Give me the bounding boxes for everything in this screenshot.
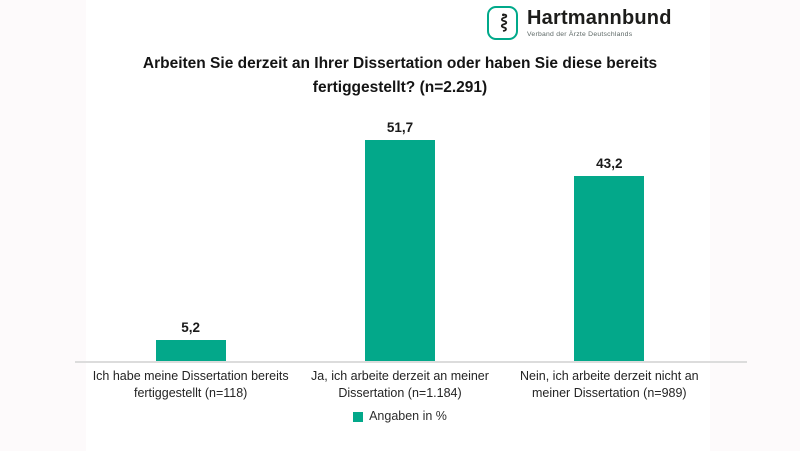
bar-group-ja: 51,7 xyxy=(295,110,504,362)
chart-title: Arbeiten Sie derzeit an Ihrer Dissertati… xyxy=(142,55,658,96)
category-label-ja: Ja, ich arbeite derzeit an meiner Disser… xyxy=(311,369,489,400)
page-margin-left xyxy=(0,0,86,451)
bar-group-nein: 43,2 xyxy=(505,110,714,362)
legend: Angaben in % xyxy=(0,410,800,423)
bar-value-label: 51,7 xyxy=(386,119,414,135)
legend-label: Angaben in % xyxy=(369,409,447,423)
page-margin-right xyxy=(710,0,800,451)
bar-nein xyxy=(574,176,645,362)
x-axis-labels: Ich habe meine Dissertation bereits fert… xyxy=(86,368,714,401)
bar-fertiggestellt xyxy=(155,339,226,362)
bar-value-label: 5,2 xyxy=(181,319,201,335)
aesculapius-snake-icon xyxy=(487,6,518,40)
plot-area: 5,2 51,7 43,2 xyxy=(86,110,714,362)
logo-text-block: Hartmannbund Verband der Ärzte Deutschla… xyxy=(527,6,672,38)
category-label-fertiggestellt: Ich habe meine Dissertation bereits fert… xyxy=(92,369,289,400)
bar-value-label: 43,2 xyxy=(596,156,623,172)
logo-wordmark: Hartmannbund xyxy=(527,7,672,29)
logo-tagline: Verband der Ärzte Deutschlands xyxy=(527,31,633,38)
bar-group-fertiggestellt: 5,2 xyxy=(86,110,295,362)
x-axis-line xyxy=(75,361,747,363)
bar-ja xyxy=(364,139,435,362)
hartmannbund-logo: Hartmannbund Verband der Ärzte Deutschla… xyxy=(487,6,672,40)
legend-swatch-icon xyxy=(353,411,364,422)
category-label-nein: Nein, ich arbeite derzeit nicht an meine… xyxy=(520,369,699,400)
